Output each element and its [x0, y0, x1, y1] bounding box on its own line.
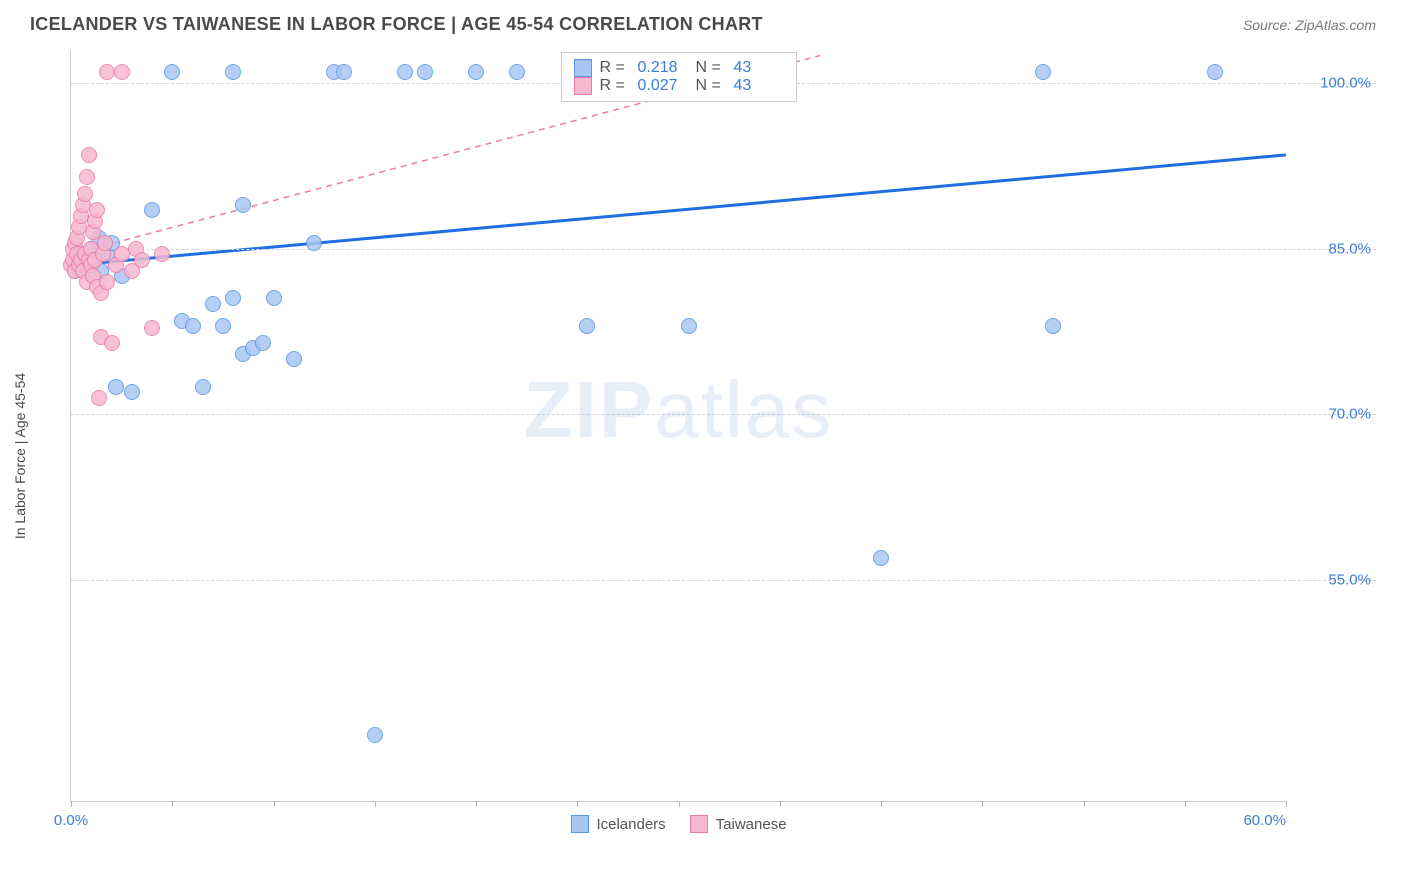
- x-tick: [982, 801, 983, 807]
- y-axis-label: In Labor Force | Age 45-54: [12, 373, 28, 539]
- legend-swatch: [570, 815, 588, 833]
- legend-n-value: 43: [734, 77, 784, 95]
- x-tick: [577, 801, 578, 807]
- data-point: [397, 64, 413, 80]
- data-point: [579, 318, 595, 334]
- data-point: [417, 64, 433, 80]
- legend-series-label: Icelanders: [596, 816, 665, 833]
- legend-n-value: 43: [734, 59, 784, 77]
- data-point: [873, 550, 889, 566]
- gridline: [71, 580, 1376, 581]
- data-point: [144, 320, 160, 336]
- gridline: [71, 414, 1376, 415]
- data-point: [306, 235, 322, 251]
- data-point: [225, 64, 241, 80]
- data-point: [286, 351, 302, 367]
- correlation-legend-row: R = 0.027 N = 43: [574, 77, 784, 95]
- data-point: [1207, 64, 1223, 80]
- x-tick: [71, 801, 72, 807]
- data-point: [215, 318, 231, 334]
- data-point: [185, 318, 201, 334]
- data-point: [1035, 64, 1051, 80]
- data-point: [97, 235, 113, 251]
- series-legend-item: Taiwanese: [690, 815, 787, 833]
- data-point: [336, 64, 352, 80]
- data-point: [1045, 318, 1061, 334]
- legend-n-label: N =: [696, 59, 726, 77]
- data-point: [681, 318, 697, 334]
- data-point: [255, 335, 271, 351]
- data-point: [91, 390, 107, 406]
- plot-area: ZIPatlas R =0.218N =43R =0.027N =43 Icel…: [70, 50, 1286, 802]
- x-tick: [375, 801, 376, 807]
- chart-title: ICELANDER VS TAIWANESE IN LABOR FORCE | …: [30, 14, 763, 35]
- data-point: [124, 384, 140, 400]
- data-point: [77, 186, 93, 202]
- data-point: [144, 202, 160, 218]
- data-point: [205, 296, 221, 312]
- x-tick: [881, 801, 882, 807]
- chart-header: ICELANDER VS TAIWANESE IN LABOR FORCE | …: [0, 0, 1406, 43]
- legend-r-label: R =: [600, 77, 630, 95]
- legend-swatch: [574, 59, 592, 77]
- data-point: [89, 202, 105, 218]
- data-point: [81, 147, 97, 163]
- legend-r-label: R =: [600, 59, 630, 77]
- x-tick-label: 60.0%: [1243, 812, 1286, 829]
- x-tick: [1286, 801, 1287, 807]
- data-point: [114, 64, 130, 80]
- x-tick-label: 0.0%: [54, 812, 88, 829]
- legend-r-value: 0.027: [638, 77, 688, 95]
- chart-container: In Labor Force | Age 45-54 ZIPatlas R =0…: [30, 50, 1376, 862]
- legend-swatch: [690, 815, 708, 833]
- y-tick-label: 85.0%: [1328, 240, 1371, 257]
- trend-lines: [71, 50, 1286, 801]
- legend-r-value: 0.218: [638, 59, 688, 77]
- gridline: [71, 249, 1376, 250]
- data-point: [164, 64, 180, 80]
- data-point: [154, 246, 170, 262]
- data-point: [104, 335, 120, 351]
- data-point: [108, 379, 124, 395]
- data-point: [79, 169, 95, 185]
- correlation-legend-row: R = 0.218 N = 43: [574, 59, 784, 77]
- data-point: [195, 379, 211, 395]
- chart-source: Source: ZipAtlas.com: [1243, 17, 1376, 33]
- x-tick: [780, 801, 781, 807]
- legend-swatch: [574, 77, 592, 95]
- data-point: [225, 290, 241, 306]
- data-point: [367, 727, 383, 743]
- series-legend: Icelanders Taiwanese: [570, 815, 786, 833]
- x-tick: [1185, 801, 1186, 807]
- data-point: [235, 197, 251, 213]
- legend-n-label: N =: [696, 77, 726, 95]
- x-tick: [274, 801, 275, 807]
- data-point: [134, 252, 150, 268]
- legend-series-label: Taiwanese: [716, 816, 787, 833]
- series-legend-item: Icelanders: [570, 815, 665, 833]
- data-point: [509, 64, 525, 80]
- x-tick: [476, 801, 477, 807]
- data-point: [99, 274, 115, 290]
- x-tick: [172, 801, 173, 807]
- x-tick: [1084, 801, 1085, 807]
- x-tick: [679, 801, 680, 807]
- data-point: [266, 290, 282, 306]
- y-tick-label: 70.0%: [1328, 406, 1371, 423]
- y-tick-label: 55.0%: [1328, 572, 1371, 589]
- correlation-legend: R = 0.218 N = 43 R = 0.027 N = 43: [561, 52, 797, 102]
- y-tick-label: 100.0%: [1320, 75, 1371, 92]
- data-point: [468, 64, 484, 80]
